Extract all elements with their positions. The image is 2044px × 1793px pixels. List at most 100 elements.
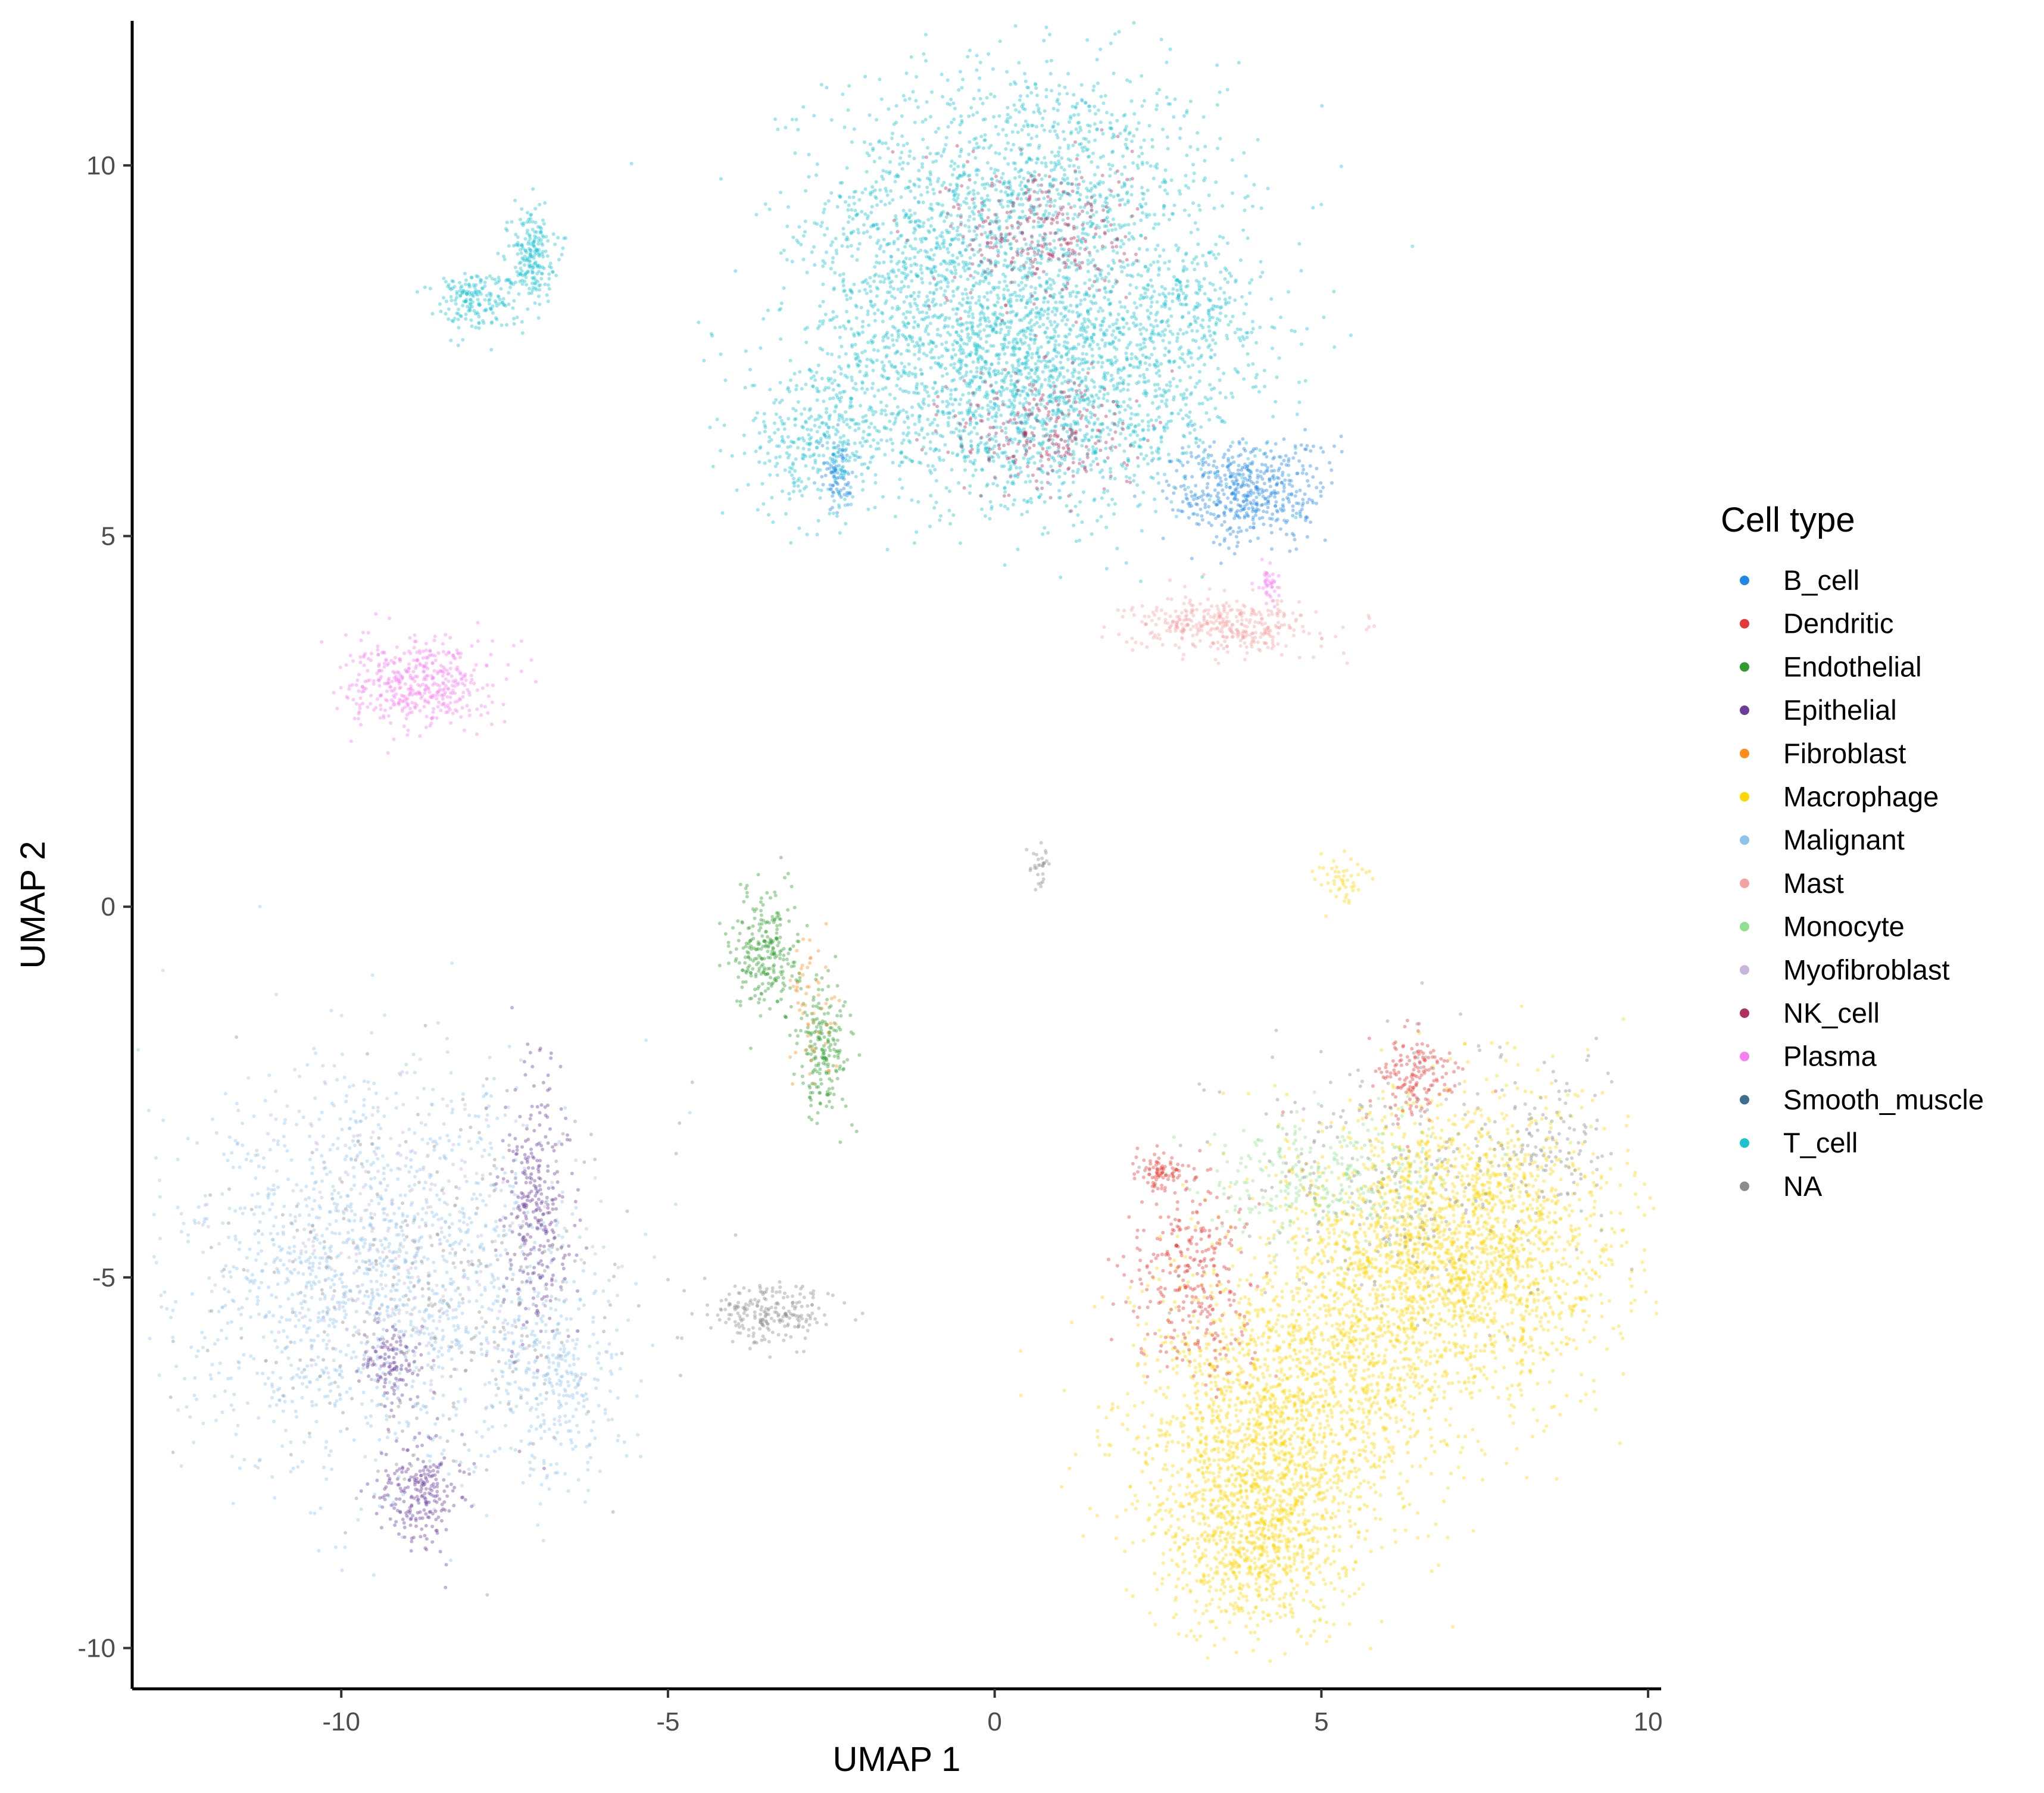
point-T_cell xyxy=(1009,304,1013,308)
point-T_cell xyxy=(958,123,962,127)
point-NK_cell xyxy=(1074,320,1078,324)
point-T_cell xyxy=(996,132,1000,136)
point-T_cell xyxy=(816,518,820,523)
point-T_cell xyxy=(1028,479,1032,483)
point-T_cell xyxy=(801,436,805,440)
point-T_cell xyxy=(1090,429,1094,433)
point-T_cell xyxy=(1072,164,1076,168)
point-NK_cell xyxy=(1025,464,1029,468)
point-T_cell xyxy=(1026,326,1030,330)
point-T_cell xyxy=(917,168,921,173)
point-T_cell xyxy=(913,228,918,232)
point-T_cell xyxy=(1104,290,1108,294)
point-T_cell xyxy=(1015,449,1019,453)
point-T_cell xyxy=(1089,215,1093,219)
point-T_cell xyxy=(1155,104,1159,108)
point-T_cell xyxy=(1051,413,1055,417)
point-T_cell xyxy=(801,452,805,457)
point-NK_cell xyxy=(983,380,987,384)
point-T_cell xyxy=(1035,368,1040,372)
point-NK_cell xyxy=(1029,234,1034,238)
point-T_cell xyxy=(1078,125,1082,129)
point-T_cell xyxy=(982,268,986,273)
point-T_cell xyxy=(959,221,963,224)
point-T_cell xyxy=(934,448,938,451)
point-T_cell xyxy=(818,319,822,323)
point-T_cell xyxy=(1019,253,1023,257)
point-T_cell xyxy=(1118,330,1122,335)
point-T_cell xyxy=(974,281,978,285)
point-T_cell xyxy=(903,322,907,326)
point-T_cell xyxy=(1185,302,1188,307)
point-T_cell xyxy=(1156,243,1160,248)
point-T_cell xyxy=(938,333,943,338)
point-T_cell xyxy=(800,493,804,498)
point-NK_cell xyxy=(1005,311,1009,315)
point-T_cell xyxy=(878,246,882,251)
point-T_cell xyxy=(1035,261,1040,265)
point-T_cell xyxy=(1131,263,1134,267)
point-NK_cell xyxy=(1026,179,1030,182)
point-T_cell xyxy=(1006,204,1010,208)
point-T_cell xyxy=(1125,310,1129,314)
point-NK_cell xyxy=(968,418,972,422)
point-T_cell xyxy=(904,274,908,279)
point-T_cell xyxy=(821,299,825,304)
point-T_cell xyxy=(1171,292,1175,296)
point-T_cell xyxy=(1170,212,1174,215)
point-T_cell xyxy=(976,250,981,254)
point-T_cell xyxy=(1196,357,1200,361)
point-T_cell xyxy=(852,282,856,286)
point-T_cell xyxy=(1067,309,1071,313)
point-T_cell xyxy=(1126,423,1131,427)
point-T_cell xyxy=(807,433,811,437)
point-T_cell xyxy=(881,320,885,324)
point-T_cell xyxy=(895,383,899,388)
point-T_cell xyxy=(1093,105,1097,108)
point-T_cell xyxy=(896,377,900,381)
point-T_cell xyxy=(1118,132,1122,136)
point-NK_cell xyxy=(1096,267,1100,271)
point-T_cell xyxy=(1101,219,1106,223)
point-T_cell xyxy=(986,404,990,407)
point-NK_cell xyxy=(1021,248,1025,252)
point-T_cell xyxy=(825,446,829,451)
point-T_cell xyxy=(871,455,875,459)
point-T_cell xyxy=(1115,118,1119,123)
point-T_cell xyxy=(1071,374,1075,379)
point-T_cell xyxy=(1163,180,1168,185)
point-T_cell xyxy=(1218,378,1222,382)
point-T_cell xyxy=(1163,168,1168,172)
point-T_cell xyxy=(720,511,725,515)
point-T_cell xyxy=(1022,265,1026,269)
point-T_cell xyxy=(1066,143,1071,148)
point-T_cell xyxy=(1143,264,1147,268)
point-T_cell xyxy=(1188,410,1192,414)
point-T_cell xyxy=(777,444,781,448)
point-T_cell xyxy=(1061,177,1065,181)
point-T_cell xyxy=(1139,218,1143,223)
point-T_cell xyxy=(1244,302,1248,306)
point-T_cell xyxy=(1137,404,1141,408)
point-T_cell xyxy=(917,460,921,464)
point-T_cell xyxy=(964,373,968,377)
point-NK_cell xyxy=(1124,235,1128,239)
point-T_cell xyxy=(873,311,877,316)
point-T_cell xyxy=(838,335,842,339)
point-T_cell xyxy=(1041,370,1045,374)
point-T_cell xyxy=(865,418,869,423)
point-T_cell xyxy=(1019,180,1023,185)
point-NK_cell xyxy=(988,447,992,451)
point-T_cell xyxy=(1168,47,1172,51)
point-T_cell xyxy=(1055,231,1059,235)
point-T_cell xyxy=(822,207,826,211)
point-T_cell xyxy=(1029,501,1034,504)
point-T_cell xyxy=(1185,154,1189,157)
point-T_cell xyxy=(1078,170,1082,174)
point-T_cell xyxy=(869,303,873,307)
point-NK_cell xyxy=(1125,258,1129,262)
point-T_cell xyxy=(904,336,908,340)
point-T_cell xyxy=(997,227,1001,232)
point-T_cell xyxy=(1125,78,1129,82)
point-T_cell xyxy=(1129,357,1134,361)
